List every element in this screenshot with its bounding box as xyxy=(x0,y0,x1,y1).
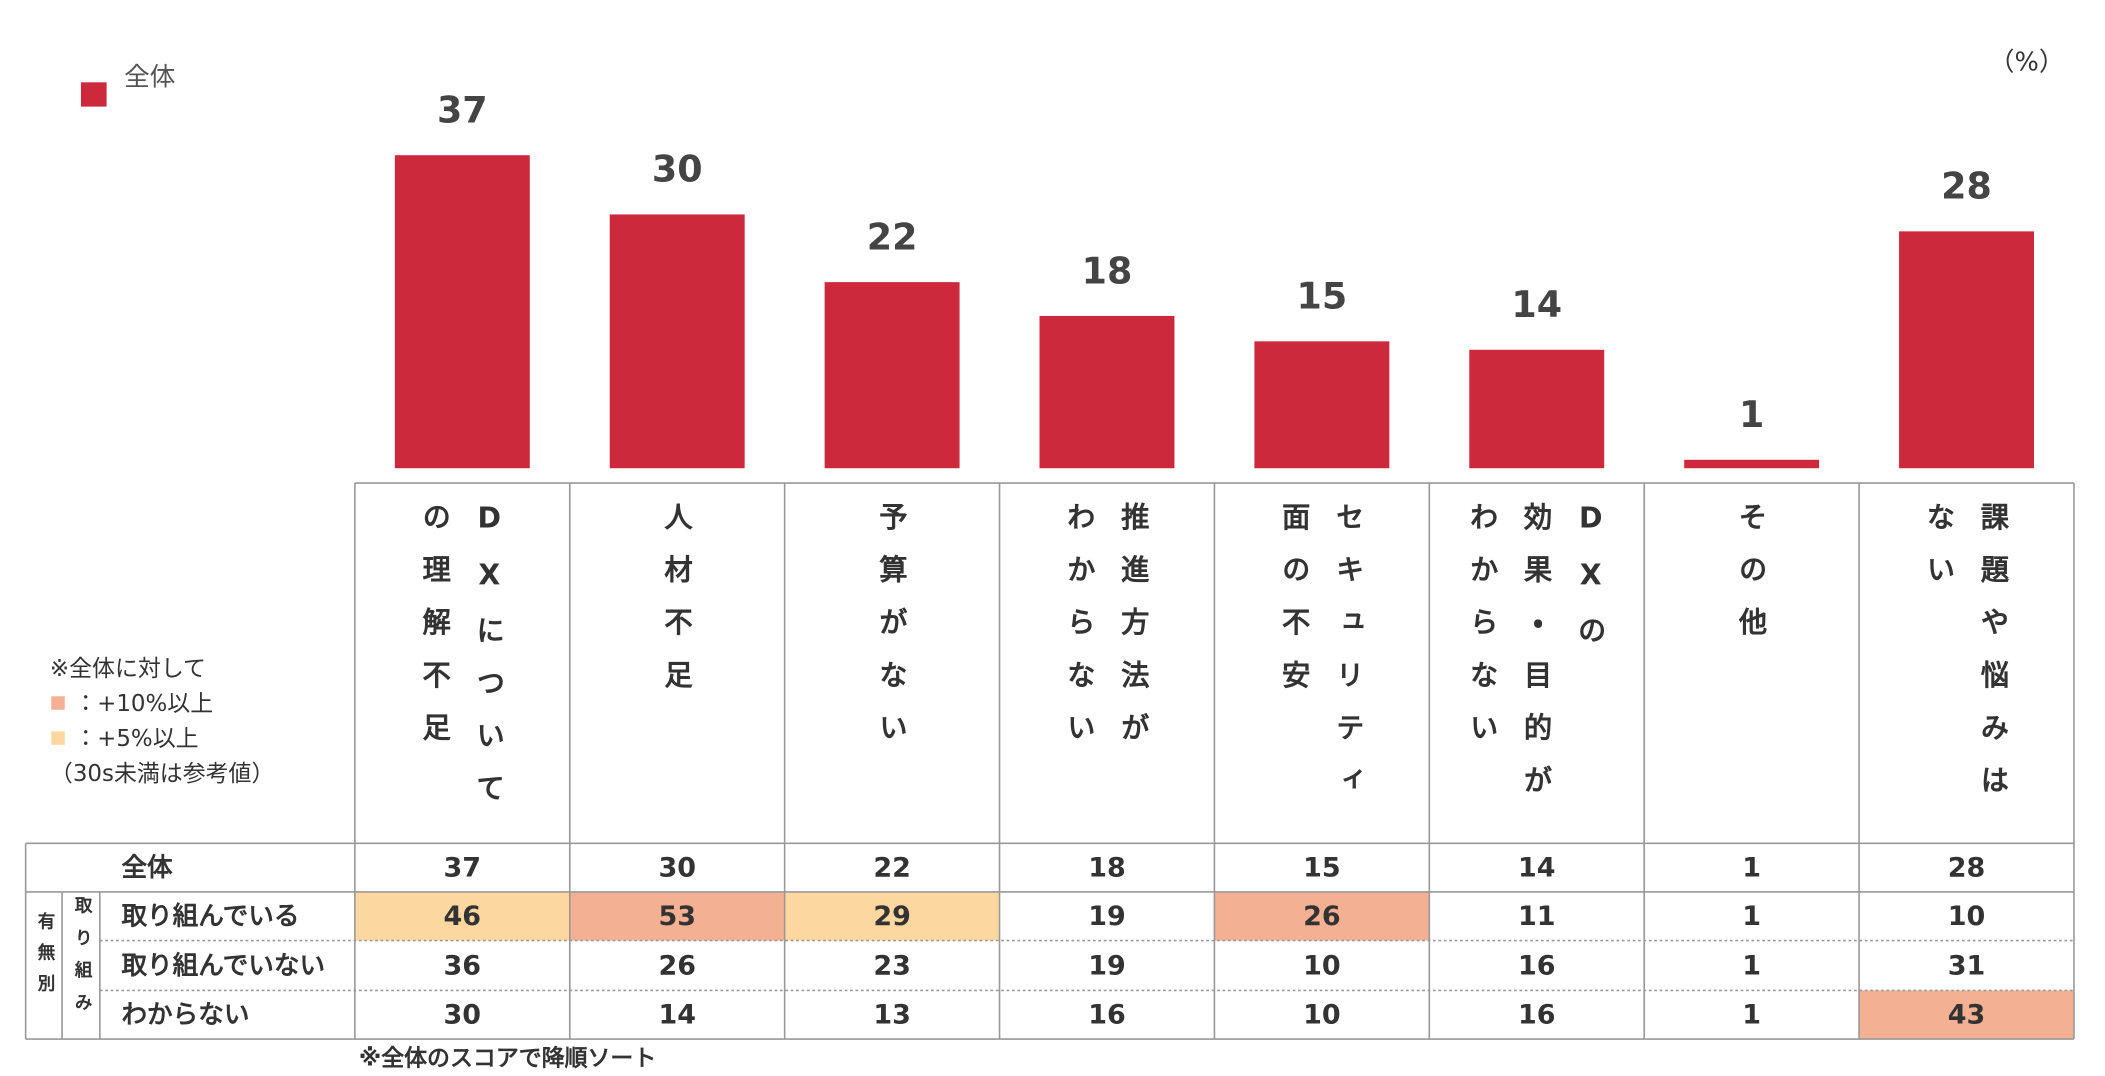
group-label-box: 有無別 xyxy=(26,912,62,1039)
row-label: 全体 xyxy=(121,853,173,883)
category-label: 推進方法が わからない xyxy=(1063,501,1151,766)
value-label: 22 xyxy=(867,215,918,258)
value-label: 30 xyxy=(652,148,703,191)
bar xyxy=(1254,341,1390,469)
row-label: わからない xyxy=(121,1000,249,1030)
highlight-cell xyxy=(1214,891,1430,941)
table-value: 26 xyxy=(1303,901,1341,932)
category-label-box: DXについて の理解不足 xyxy=(355,502,570,839)
category-label-box: 課題や悩みは ない xyxy=(1859,502,2074,839)
note-swatch xyxy=(51,731,65,745)
table-value: 10 xyxy=(1303,1000,1341,1031)
table-value: 16 xyxy=(1518,1000,1556,1031)
category-label: 人材不足 xyxy=(661,501,694,713)
category-label-box: 人材不足 xyxy=(570,502,785,839)
bar xyxy=(1684,459,1820,469)
table-value: 37 xyxy=(444,852,482,883)
category-label-wrap: 予算がない xyxy=(785,502,1000,839)
bar xyxy=(609,214,745,469)
table-value: 53 xyxy=(658,901,696,932)
highlight-cell xyxy=(1859,990,2074,1040)
bar xyxy=(1039,315,1175,469)
category-label: DXについて の理解不足 xyxy=(419,501,506,826)
table-value: 18 xyxy=(1088,852,1126,883)
category-label: セキュリティ 面の不安 xyxy=(1278,501,1366,818)
table-value: 36 xyxy=(444,950,482,981)
subgroup-label: 取り組み xyxy=(70,895,92,1026)
note-level: ：+5%以上 xyxy=(74,726,198,752)
note-caveat: （30s未満は参考値） xyxy=(50,761,274,787)
category-label-box: 予算がない xyxy=(785,502,1000,839)
category-label-wrap: DXについて の理解不足 xyxy=(355,502,570,839)
table-value: 26 xyxy=(658,950,696,981)
footer-note: ※全体のスコアで降順ソート xyxy=(359,1045,656,1072)
category-label-wrap: 推進方法が わからない xyxy=(1000,502,1215,839)
table-value: 28 xyxy=(1948,852,1986,883)
bar xyxy=(1469,349,1605,469)
value-label: 15 xyxy=(1297,275,1348,318)
category-label-wrap: その他 xyxy=(1644,502,1859,839)
table-value: 19 xyxy=(1088,901,1126,932)
highlight-cell xyxy=(784,891,1000,941)
row-label: 取り組んでいない xyxy=(121,950,325,981)
table-value: 13 xyxy=(873,1000,911,1031)
table-value: 23 xyxy=(873,950,911,981)
row-label: 取り組んでいる xyxy=(121,901,299,932)
highlight-cell xyxy=(569,891,785,941)
group-label-wrap: 有無別 xyxy=(26,912,62,1039)
table-value: 1 xyxy=(1742,901,1761,932)
category-label: 予算がない xyxy=(875,501,909,766)
unit-label: （%） xyxy=(1989,47,2065,77)
bar xyxy=(394,155,530,469)
category-label: 課題や悩みは ない xyxy=(1923,501,2010,818)
table-value: 14 xyxy=(1518,852,1556,883)
table-value: 10 xyxy=(1303,950,1341,981)
note-title: ※全体に対して xyxy=(50,656,206,682)
table-value: 22 xyxy=(873,852,911,883)
legend-label: 全体 xyxy=(124,62,175,92)
category-label-wrap: 人材不足 xyxy=(570,502,785,839)
category-label-box: セキュリティ 面の不安 xyxy=(1214,502,1429,839)
category-label-box: その他 xyxy=(1644,502,1859,839)
category-label: その他 xyxy=(1735,501,1768,660)
table-value: 46 xyxy=(444,901,482,932)
bar xyxy=(824,282,960,469)
table-value: 15 xyxy=(1303,852,1341,883)
table-value: 11 xyxy=(1518,901,1556,932)
group-label: 有無別 xyxy=(33,912,54,1006)
highlight-cell xyxy=(354,891,570,941)
table-value: 19 xyxy=(1088,950,1126,981)
table-value: 29 xyxy=(873,901,911,932)
category-label-wrap: セキュリティ 面の不安 xyxy=(1214,502,1429,839)
table-value: 30 xyxy=(444,1000,482,1031)
table-value: 10 xyxy=(1948,901,1986,932)
category-label-wrap: DXの 効果・目的が わからない xyxy=(1429,502,1644,839)
subgroup-label-wrap: 取り組み xyxy=(62,896,100,1039)
table-value: 14 xyxy=(658,1000,696,1031)
value-label: 1 xyxy=(1739,393,1764,436)
table-value: 1 xyxy=(1742,950,1761,981)
value-label: 37 xyxy=(437,89,488,132)
table-value: 43 xyxy=(1948,1000,1986,1031)
category-label-wrap: 課題や悩みは ない xyxy=(1859,502,2074,839)
table-value: 1 xyxy=(1742,1000,1761,1031)
table-value: 16 xyxy=(1088,1000,1126,1031)
subgroup-label-box: 取り組み xyxy=(62,896,100,1039)
category-label-box: DXの 効果・目的が わからない xyxy=(1429,502,1644,839)
bar xyxy=(1899,231,2034,469)
table-value: 31 xyxy=(1948,950,1986,981)
value-label: 28 xyxy=(1941,165,1992,208)
value-label: 18 xyxy=(1082,249,1133,292)
note-swatch xyxy=(51,696,65,710)
table-value: 1 xyxy=(1742,852,1761,883)
category-label: DXの 効果・目的が わからない xyxy=(1466,501,1607,818)
table-value: 16 xyxy=(1518,950,1556,981)
legend-swatch xyxy=(80,82,107,107)
value-label: 14 xyxy=(1511,283,1562,326)
category-label-box: 推進方法が わからない xyxy=(1000,502,1215,839)
table-value: 30 xyxy=(658,852,696,883)
note-level: ：+10%以上 xyxy=(74,691,213,717)
